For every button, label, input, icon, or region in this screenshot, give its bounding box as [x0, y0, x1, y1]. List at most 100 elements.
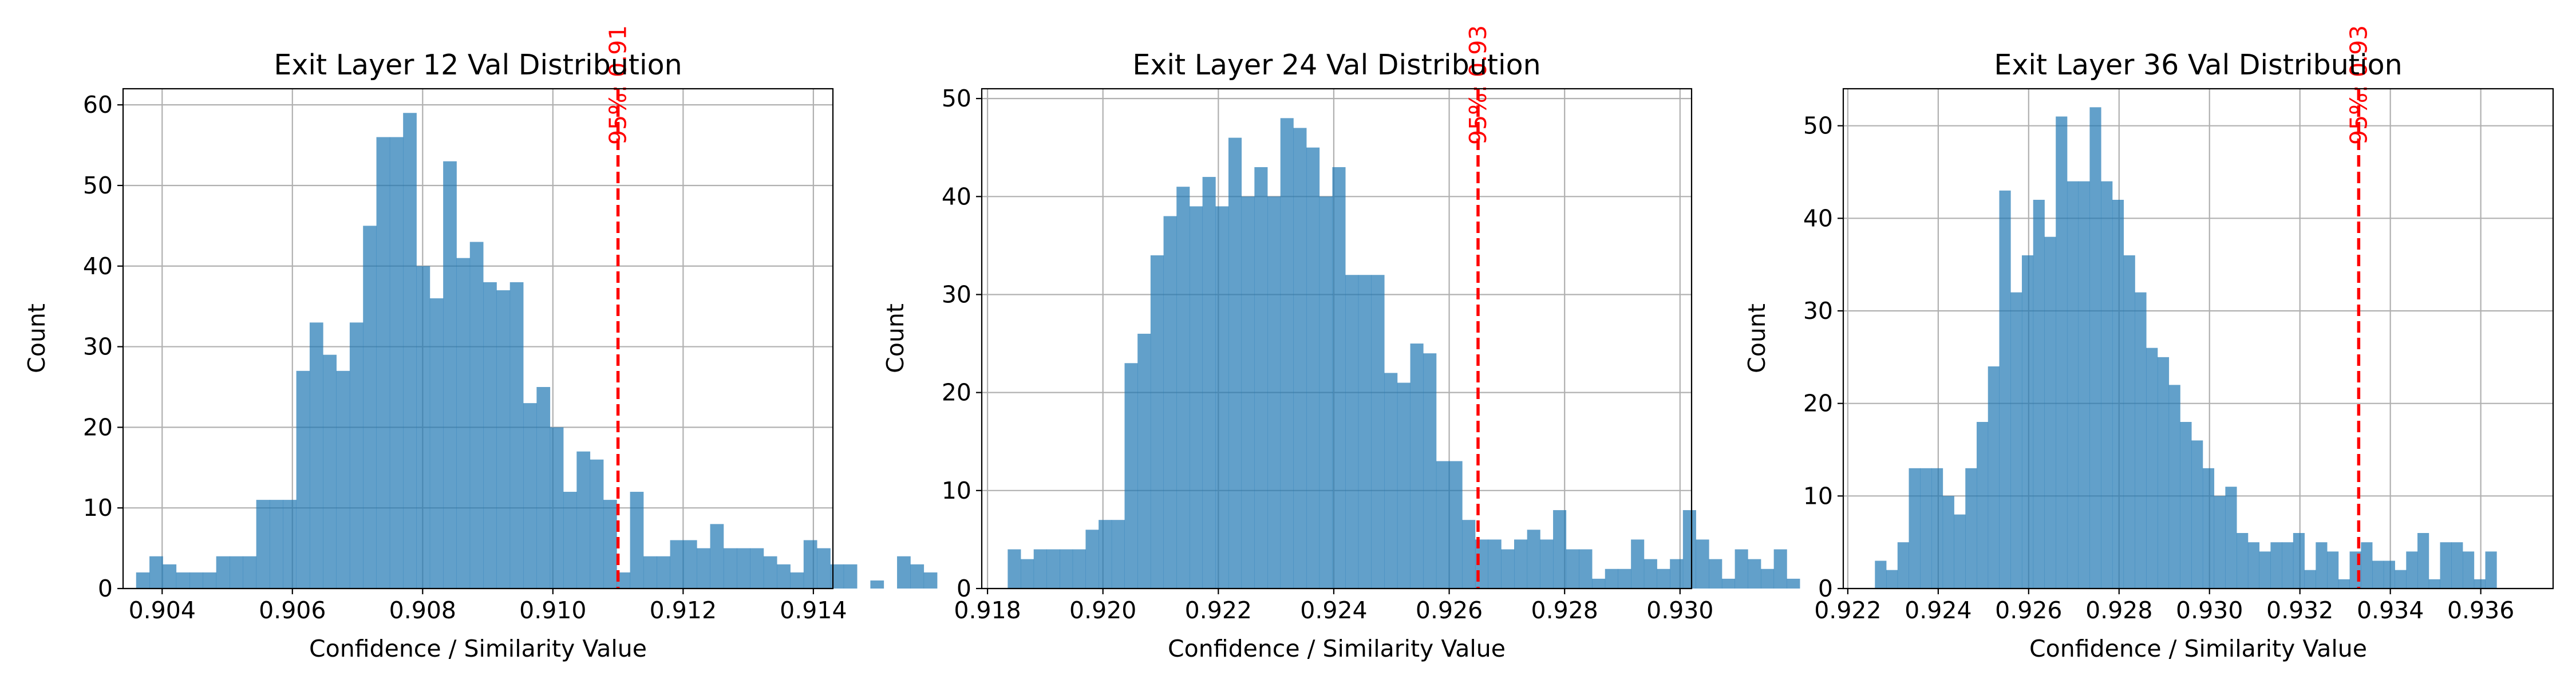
- histogram-bar: [469, 242, 484, 589]
- histogram-bar: [1954, 514, 1966, 589]
- histogram-bar: [1999, 190, 2011, 589]
- histogram-bar: [2010, 292, 2022, 589]
- histogram-bar: [2146, 348, 2158, 589]
- histogram-bar: [2451, 542, 2463, 589]
- histogram-bar: [256, 500, 270, 589]
- histogram-bar: [1085, 530, 1099, 589]
- histogram-bar: [1488, 539, 1502, 589]
- histogram-bar: [2056, 116, 2068, 589]
- histogram-bar: [1618, 568, 1631, 589]
- histogram-bar: [2044, 236, 2056, 589]
- histogram-bar: [897, 556, 911, 589]
- y-tick-label: 10: [942, 477, 971, 504]
- histogram-bar: [523, 403, 537, 589]
- histogram-bar: [603, 500, 617, 589]
- histogram-bar: [2406, 551, 2418, 589]
- histogram-bar: [1241, 196, 1255, 589]
- histogram-bar: [1189, 206, 1203, 589]
- histogram-bar: [1060, 549, 1073, 589]
- y-axis-label: Count: [23, 303, 50, 373]
- histogram-bar: [1423, 353, 1437, 589]
- histogram-bar: [1920, 468, 1932, 589]
- histogram-bar: [536, 386, 551, 589]
- x-tick-label: 0.922: [1814, 597, 1881, 624]
- histogram-bar: [1592, 578, 1606, 589]
- histogram-bar: [563, 492, 577, 589]
- histogram-bar: [163, 564, 177, 589]
- y-tick-label: 40: [1803, 204, 1833, 232]
- histogram-bar: [243, 556, 257, 589]
- histogram-bar: [1202, 177, 1216, 589]
- histogram-bar: [550, 427, 564, 589]
- histogram-bar: [1254, 167, 1268, 589]
- histogram-bar: [1527, 530, 1540, 589]
- histogram-bar: [1462, 520, 1476, 589]
- histogram-bar: [617, 572, 631, 589]
- x-tick-label: 0.912: [650, 597, 717, 624]
- histogram-bar: [1319, 196, 1333, 589]
- histogram-bar: [2123, 255, 2135, 589]
- threshold-label: 95%: 0.93: [1464, 25, 1492, 145]
- histogram-bar: [216, 556, 230, 589]
- y-tick-label: 40: [83, 252, 113, 280]
- x-tick-label: 0.924: [1300, 597, 1367, 624]
- y-tick-label: 30: [942, 281, 971, 308]
- histogram-bar: [1721, 578, 1736, 589]
- x-tick-label: 0.922: [1185, 597, 1252, 624]
- histogram-bar: [1046, 549, 1060, 589]
- histogram-bar: [1501, 549, 1515, 589]
- histogram-bar: [1306, 147, 1320, 589]
- histogram-bar: [1605, 568, 1618, 589]
- histogram-bar: [376, 137, 390, 589]
- histogram-bar: [657, 556, 670, 589]
- histogram-bar: [2440, 542, 2452, 589]
- histogram-bar: [710, 524, 724, 589]
- histogram-bar: [1267, 196, 1281, 589]
- histogram-bar: [1176, 187, 1190, 589]
- histogram-bar: [2033, 200, 2045, 589]
- histogram-bar: [1909, 468, 1921, 589]
- x-tick-label: 0.928: [2085, 597, 2152, 624]
- histogram-bar: [2078, 181, 2090, 589]
- histogram-bar: [763, 556, 777, 589]
- histogram-bar: [1280, 118, 1294, 589]
- panel-exit-layer-12: 95%: 0.91 0.904 0.906 0.908 0.910 0.912 0.914…: [23, 25, 938, 662]
- histogram-bar: [1293, 128, 1307, 589]
- histogram-bar: [1150, 255, 1164, 589]
- histogram-bar: [1886, 570, 1898, 589]
- histogram-bar: [2304, 570, 2316, 589]
- panel-exit-layer-24: 95%: 0.93 0.918 0.920 0.922 0.924 0.926 0.928…: [882, 25, 1800, 662]
- histogram-bar: [1988, 366, 2000, 589]
- histogram-bar: [1696, 539, 1709, 589]
- x-tick-label: 0.918: [954, 597, 1021, 624]
- histogram-bar: [1566, 549, 1579, 589]
- histogram-bar: [483, 282, 497, 589]
- histogram-bar: [2021, 255, 2034, 589]
- histogram-bar: [1410, 344, 1424, 589]
- histogram-bar: [2157, 357, 2170, 589]
- histogram-bar: [2417, 533, 2429, 589]
- histogram-bar: [2395, 570, 2407, 589]
- histogram-bar: [777, 564, 791, 589]
- x-tick-label: 0.910: [519, 597, 586, 624]
- histogram-bar: [1124, 363, 1138, 589]
- histogram-bar: [923, 572, 938, 589]
- x-tick-label: 0.924: [1905, 597, 1971, 624]
- chart-title: Exit Layer 36 Val Distribution: [1994, 49, 2402, 81]
- y-tick-label: 30: [83, 333, 113, 361]
- chart-title: Exit Layer 24 Val Distribution: [1132, 49, 1540, 81]
- histogram-bar: [576, 451, 591, 589]
- histogram-bar: [697, 548, 710, 589]
- histogram-bar: [1111, 520, 1125, 589]
- x-axis-label: Confidence / Similarity Value: [2029, 635, 2367, 662]
- histogram-bar: [2202, 468, 2215, 589]
- histogram-bar: [723, 548, 737, 589]
- y-axis-label: Count: [1743, 303, 1771, 373]
- histogram-bar: [2112, 200, 2124, 589]
- x-tick-label: 0.928: [1531, 597, 1598, 624]
- x-tick-label: 0.906: [259, 597, 326, 624]
- histogram-bar: [403, 113, 417, 589]
- y-tick-label: 20: [83, 413, 113, 441]
- x-tick-label: 0.908: [389, 597, 456, 624]
- histogram-bar: [496, 290, 511, 589]
